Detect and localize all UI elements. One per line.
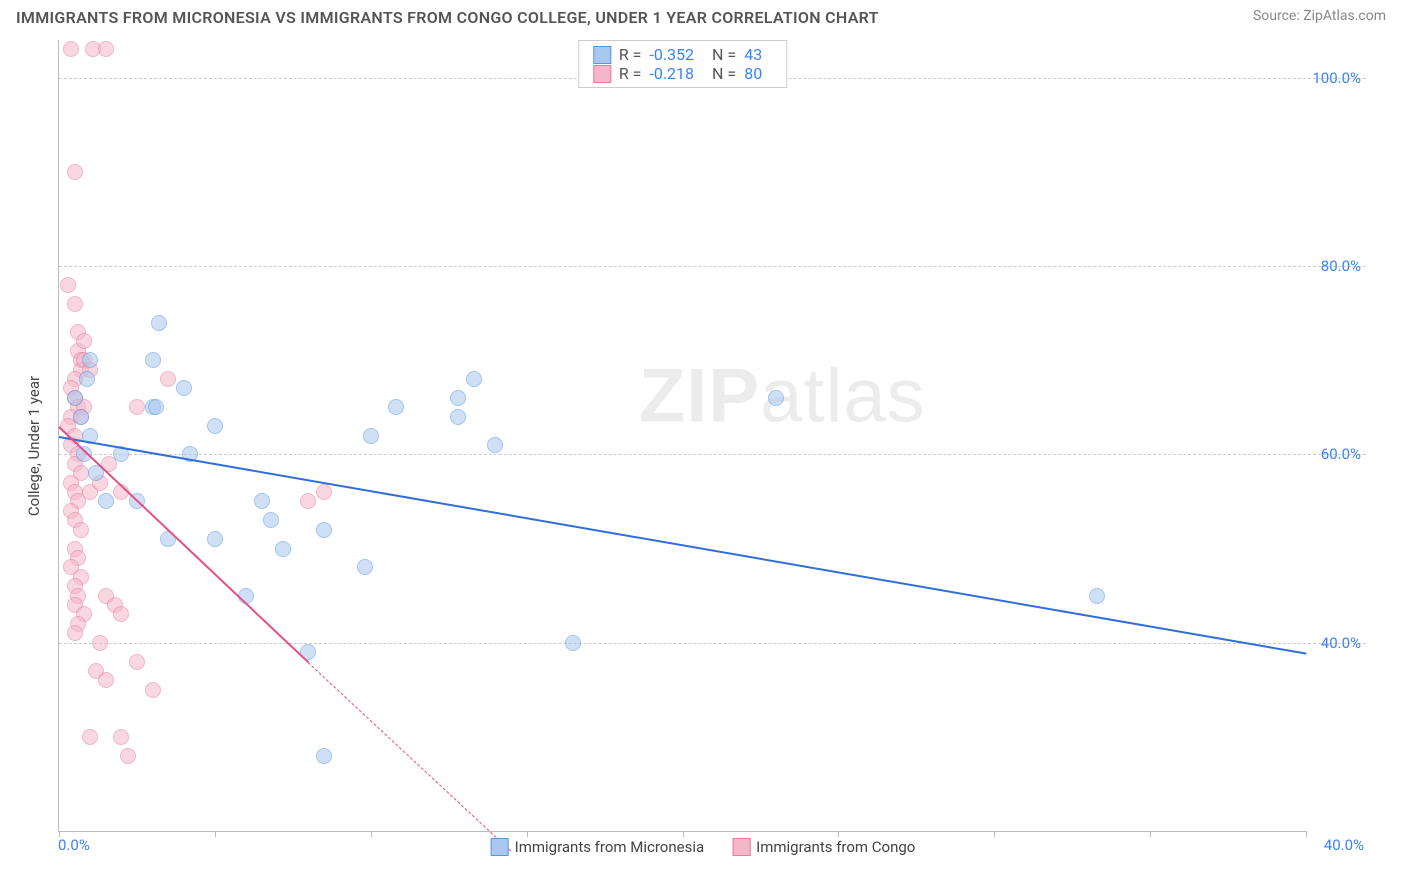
n-value: 80 <box>744 64 762 83</box>
data-point <box>82 729 98 745</box>
data-point <box>207 418 223 434</box>
x-axis-right-label: 40.0% <box>1324 836 1364 854</box>
x-tick <box>1306 831 1307 837</box>
source-attribution: Source: ZipAtlas.com <box>1253 8 1386 24</box>
data-point <box>388 399 404 415</box>
gridline <box>59 266 1366 267</box>
data-point <box>207 531 223 547</box>
data-point <box>1089 588 1105 604</box>
chart-title: IMMIGRANTS FROM MICRONESIA VS IMMIGRANTS… <box>16 8 879 27</box>
data-point <box>76 333 92 349</box>
data-point <box>151 315 167 331</box>
y-tick-label: 80.0% <box>1321 257 1361 275</box>
data-point <box>98 41 114 57</box>
trend-extension <box>308 662 511 851</box>
data-point <box>275 541 291 557</box>
data-point <box>129 654 145 670</box>
data-point <box>73 522 89 538</box>
legend-item: Immigrants from Micronesia <box>491 838 705 856</box>
n-label: N = <box>712 45 736 64</box>
legend-swatch <box>491 838 509 856</box>
data-point <box>129 399 145 415</box>
x-tick <box>215 831 216 837</box>
data-point <box>238 588 254 604</box>
x-axis-left-label: 0.0% <box>58 836 90 854</box>
data-point <box>450 409 466 425</box>
legend-swatch <box>593 46 611 64</box>
data-point <box>450 390 466 406</box>
data-point <box>79 371 95 387</box>
data-point <box>63 41 79 57</box>
correlation-legend: R = -0.352 N = 43 R = -0.218 N = 80 <box>578 40 787 88</box>
y-axis-title: College, Under 1 year <box>25 376 43 516</box>
data-point <box>487 437 503 453</box>
data-point <box>363 428 379 444</box>
legend-swatch <box>732 838 750 856</box>
data-point <box>316 522 332 538</box>
data-point <box>160 371 176 387</box>
x-tick <box>683 831 684 837</box>
x-tick <box>994 831 995 837</box>
data-point <box>82 352 98 368</box>
r-value: -0.218 <box>649 64 694 83</box>
header: IMMIGRANTS FROM MICRONESIA VS IMMIGRANTS… <box>0 0 1406 31</box>
x-tick <box>371 831 372 837</box>
data-point <box>67 625 83 641</box>
data-point <box>176 380 192 396</box>
trend-line <box>58 426 309 663</box>
legend-label: Immigrants from Congo <box>756 838 915 856</box>
data-point <box>92 635 108 651</box>
plot-area: ZIPatlas R =-0.352N =43R =-0.218N =80 40… <box>58 40 1306 832</box>
trend-line <box>59 436 1306 655</box>
data-point <box>263 512 279 528</box>
data-point <box>357 559 373 575</box>
data-point <box>316 484 332 500</box>
data-point <box>98 493 114 509</box>
data-point <box>148 399 164 415</box>
y-tick-label: 100.0% <box>1312 69 1361 87</box>
data-point <box>466 371 482 387</box>
gridline <box>59 454 1366 455</box>
data-point <box>67 390 83 406</box>
gridline <box>59 643 1366 644</box>
data-point <box>60 277 76 293</box>
data-point <box>113 729 129 745</box>
data-point <box>73 409 89 425</box>
n-label: N = <box>712 64 736 83</box>
data-point <box>98 672 114 688</box>
legend-swatch <box>593 65 611 83</box>
r-label: R = <box>619 45 642 64</box>
data-point <box>254 493 270 509</box>
r-label: R = <box>619 64 642 83</box>
data-point <box>113 606 129 622</box>
legend-row: R = -0.218 N = 80 <box>593 64 772 83</box>
legend-item: Immigrants from Congo <box>732 838 915 856</box>
x-tick <box>1150 831 1151 837</box>
r-value: -0.352 <box>649 45 694 64</box>
y-tick-label: 60.0% <box>1321 445 1361 463</box>
x-tick <box>838 831 839 837</box>
data-point <box>120 748 136 764</box>
data-point <box>768 390 784 406</box>
y-tick-label: 40.0% <box>1321 634 1361 652</box>
x-tick <box>527 831 528 837</box>
data-point <box>316 748 332 764</box>
legend-row: R = -0.352 N = 43 <box>593 45 772 64</box>
series-legend: Immigrants from Micronesia Immigrants fro… <box>491 838 916 856</box>
data-point <box>565 635 581 651</box>
data-point <box>145 352 161 368</box>
data-point <box>145 682 161 698</box>
data-point <box>300 493 316 509</box>
n-value: 43 <box>744 45 762 64</box>
chart-container: College, Under 1 year ZIPatlas R =-0.352… <box>40 40 1366 852</box>
legend-label: Immigrants from Micronesia <box>515 838 705 856</box>
data-point <box>67 164 83 180</box>
data-point <box>67 296 83 312</box>
